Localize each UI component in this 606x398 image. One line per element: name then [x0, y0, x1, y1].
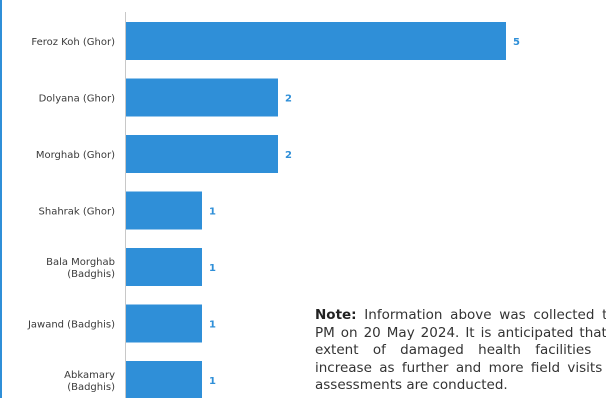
bar [126, 304, 202, 343]
category-label: (Badghis) [67, 382, 115, 393]
category-label: (Badghis) [67, 269, 115, 280]
category-label: Feroz Koh (Ghor) [31, 37, 115, 48]
value-label: 2 [285, 150, 292, 161]
category-label: Abkamary [64, 370, 115, 381]
note-box: Note: Information above was collected ti… [315, 307, 606, 395]
bar [126, 135, 278, 173]
category-label: Bala Morghab [46, 257, 115, 268]
value-label: 5 [513, 37, 520, 48]
note-text: Information above was collected till 3 P… [315, 307, 606, 393]
category-label: Shahrak (Ghor) [39, 207, 116, 218]
value-label: 1 [209, 320, 216, 331]
value-label: 1 [209, 376, 216, 387]
category-label: Morghab (Ghor) [36, 150, 115, 161]
value-label: 2 [285, 94, 292, 105]
category-label: Jawand (Badghis) [27, 320, 115, 331]
bar [126, 361, 202, 398]
left-accent-rule [0, 0, 2, 398]
bar [126, 191, 202, 230]
bar [126, 22, 506, 60]
bar [126, 78, 278, 117]
value-label: 1 [209, 207, 216, 218]
value-label: 1 [209, 263, 216, 274]
note-title: Note: [315, 307, 357, 323]
bar [126, 248, 202, 286]
category-label: Dolyana (Ghor) [39, 94, 116, 105]
